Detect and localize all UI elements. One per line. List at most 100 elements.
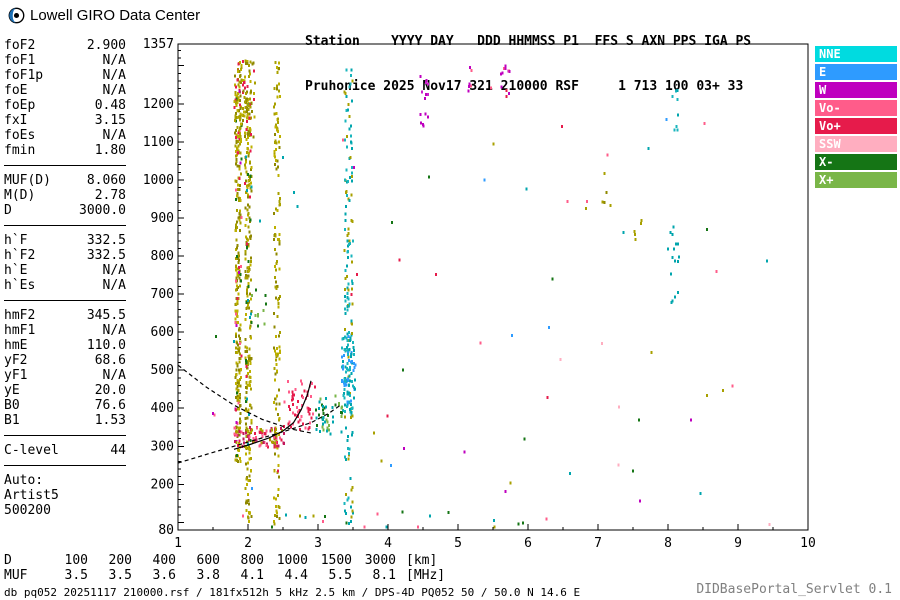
param-value: 44 [110,443,126,458]
param-value: N/A [102,68,126,83]
legend-item-nne: NNE [815,46,897,62]
svg-text:8: 8 [664,536,672,551]
svg-text:10: 10 [800,536,816,551]
param-row: foF1p N/A [4,68,126,83]
param-label: B1 [4,413,20,428]
auto-scaler-section: Auto: Artist5 500200 [4,473,126,518]
cluster-spread-5.2 [467,66,473,93]
param-label: M(D) [4,188,36,203]
param-value: 76.6 [94,398,126,413]
param-row: fxI 3.15 [4,113,126,128]
param-value: N/A [102,278,126,293]
svg-text:800: 800 [151,249,174,264]
param-value: N/A [102,323,126,338]
cluster-bottom-specks [242,510,548,529]
cluster-xtrace-blob [340,334,357,412]
legend-item-x: X+ [815,172,897,188]
muf-cell: 1000 [276,553,308,568]
echo-scatter-layer [212,59,771,529]
cluster-specks-7.6 [633,218,643,242]
param-row: foEs N/A [4,128,126,143]
param-value: N/A [102,83,126,98]
param-row: h`Es N/A [4,278,126,293]
svg-text:5: 5 [454,536,462,551]
svg-text:4: 4 [384,536,392,551]
divider [4,300,126,301]
app-title: Lowell GIRO Data Center [30,7,201,24]
param-label: hmF1 [4,323,36,338]
param-row: h`E N/A [4,263,126,278]
parameter-panel: foF2 2.900 foF1 N/A foF1p N/A foE N/A foEp 0.48 fx… [4,38,126,518]
servlet-version: DIDBasePortal_Servlet 0.1 [696,582,892,597]
param-value: N/A [102,53,126,68]
param-label: D [4,203,12,218]
cluster-green-2.1-mid [250,288,268,328]
divider [4,435,126,436]
param-label: yF1 [4,368,28,383]
param-row: foF1 N/A [4,53,126,68]
param-value: 332.5 [86,248,126,263]
param-value: 20.0 [94,383,126,398]
svg-text:200: 200 [151,477,174,492]
param-row: foF2 2.900 [4,38,126,53]
auto-label: Auto: [4,473,44,488]
legend-item-ssw: SSW [815,136,897,152]
legend-item-vo: Vo- [815,100,897,116]
auto-scaler: Artist5 [4,488,59,503]
svg-text:1: 1 [174,536,182,551]
param-label: yE [4,383,20,398]
param-value: N/A [102,263,126,278]
divider [4,465,126,466]
muf-cell: 3.5 [64,568,88,583]
cluster-stripe-1.86 [234,61,242,464]
svg-text:9: 9 [734,536,742,551]
svg-text:2: 2 [244,536,252,551]
svg-text:7: 7 [594,536,602,551]
param-label: h`E [4,263,28,278]
param-row: fmin 1.80 [4,143,126,158]
svg-text:80: 80 [158,523,174,538]
param-value: 8.060 [86,173,126,188]
muf-cell: 200 [108,553,132,568]
svg-text:500: 500 [151,363,174,378]
cluster-xtrace-low [315,394,343,436]
svg-text:1200: 1200 [143,97,174,112]
muf-cell: 5.5 [328,568,352,583]
cluster-stripe-3.43 [343,68,354,525]
param-label: hmE [4,338,28,353]
legend-item-x: X- [815,154,897,170]
lowell-giro-logo-icon [8,7,25,24]
param-label: foEp [4,98,36,113]
muf-cell: 600 [196,553,220,568]
muf-cell: 3000 [364,553,396,568]
station-header-line2: Pruhonice 2025 Nov17 321 210000 RSF 1 71… [305,79,744,94]
param-value: 2.900 [86,38,126,53]
muf-row-label: MUF [4,568,28,583]
cluster-spread-5.7 [499,64,511,98]
cluster-spread-4.5 [419,74,429,128]
param-row: foE N/A [4,83,126,98]
muf-cell: 3.8 [196,568,220,583]
legend-item-e: E [815,64,897,80]
cluster-otrace-rise [282,379,314,431]
cluster-stripe-2.0-mix [244,103,253,447]
svg-text:600: 600 [151,325,174,340]
svg-text:400: 400 [151,401,174,416]
ionogram-canvas: 1357120011001000900800700600500400300200… [143,37,816,551]
y-axis-labels: 1357 1200 1100 1000 900 800 700 600 500 400 300 200… [143,37,174,538]
param-label: foF1 [4,53,36,68]
cluster-top-blob-2.0 [233,59,256,144]
param-value: 2.78 [94,188,126,203]
muf-cell: 3.6 [152,568,176,583]
cluster-otrace-flat [233,425,286,449]
param-label: foF2 [4,38,36,53]
param-row: hmF2 345.5 [4,308,126,323]
param-row: yF2 68.6 [4,353,126,368]
param-value: 3000.0 [79,203,126,218]
svg-text:1357: 1357 [143,37,174,52]
param-label: hmF2 [4,308,36,323]
svg-text:1000: 1000 [143,173,174,188]
param-label: foEs [4,128,36,143]
cluster-cyan-8.1-mid [667,225,681,305]
param-row: B1 1.53 [4,413,126,428]
